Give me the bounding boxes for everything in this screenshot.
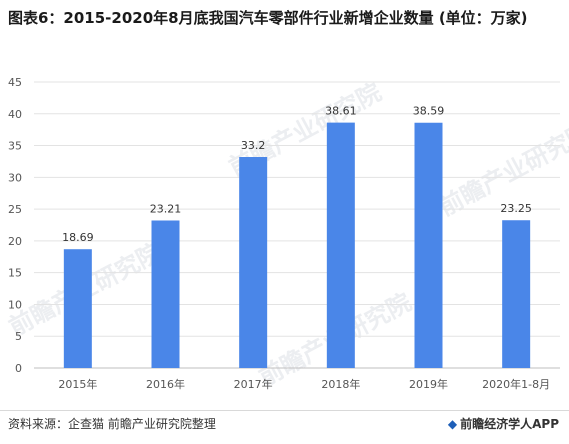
bar-value-label: 33.2 [241, 139, 266, 152]
grid-lines [34, 81, 560, 369]
y-tick-label: 20 [8, 235, 22, 248]
bar-value-label: 18.69 [62, 231, 94, 244]
footer-divider [0, 410, 569, 411]
bars [63, 122, 531, 369]
x-tick-label: 2019年 [409, 377, 448, 391]
y-tick-label: 15 [8, 267, 22, 280]
x-tick-label: 2015年 [58, 377, 97, 391]
bar [326, 122, 355, 368]
bar [151, 220, 180, 368]
x-tick-label: 2020年1-8月 [482, 377, 550, 391]
y-tick-label: 40 [8, 108, 22, 121]
y-tick-label: 45 [8, 76, 22, 89]
brand-logo-icon: ◆ [447, 417, 458, 431]
bar [239, 156, 268, 368]
x-axis: 2015年 2016年 2017年 2018年 2019年 2020年1-8月 [58, 377, 550, 391]
bar [63, 249, 92, 368]
y-tick-label: 10 [8, 298, 22, 311]
brand-label: ◆ 前瞻经济学人APP [448, 415, 559, 432]
bar [414, 122, 443, 369]
chart-title: 图表6：2015-2020年8月底我国汽车零部件行业新增企业数量 (单位：万家) [8, 9, 528, 27]
y-tick-label: 0 [15, 362, 22, 375]
y-tick-label: 5 [15, 330, 22, 343]
y-tick-label: 35 [8, 140, 22, 153]
bar [502, 220, 531, 368]
y-axis: 0 5 10 15 20 25 30 35 40 45 [8, 76, 22, 375]
y-tick-label: 30 [8, 171, 22, 184]
x-tick-label: 2018年 [321, 377, 360, 391]
x-tick-label: 2016年 [146, 377, 185, 391]
y-tick-label: 25 [8, 203, 22, 216]
bar-value-label: 23.21 [150, 202, 182, 215]
source-note: 资料来源：企查猫 前瞻产业研究院整理 [8, 417, 216, 431]
bar-value-label: 38.61 [325, 105, 357, 118]
value-labels: 18.69 23.21 33.2 38.61 38.59 23.25 [62, 105, 532, 245]
x-tick-label: 2017年 [234, 377, 273, 391]
bar-value-label: 38.59 [413, 105, 445, 118]
brand-text: 前瞻经济学人APP [460, 417, 559, 431]
bar-value-label: 23.25 [500, 202, 532, 215]
bar-chart: 0 5 10 15 20 25 30 35 40 45 18.69 23.21 33.2 38.61 38… [8, 76, 560, 391]
